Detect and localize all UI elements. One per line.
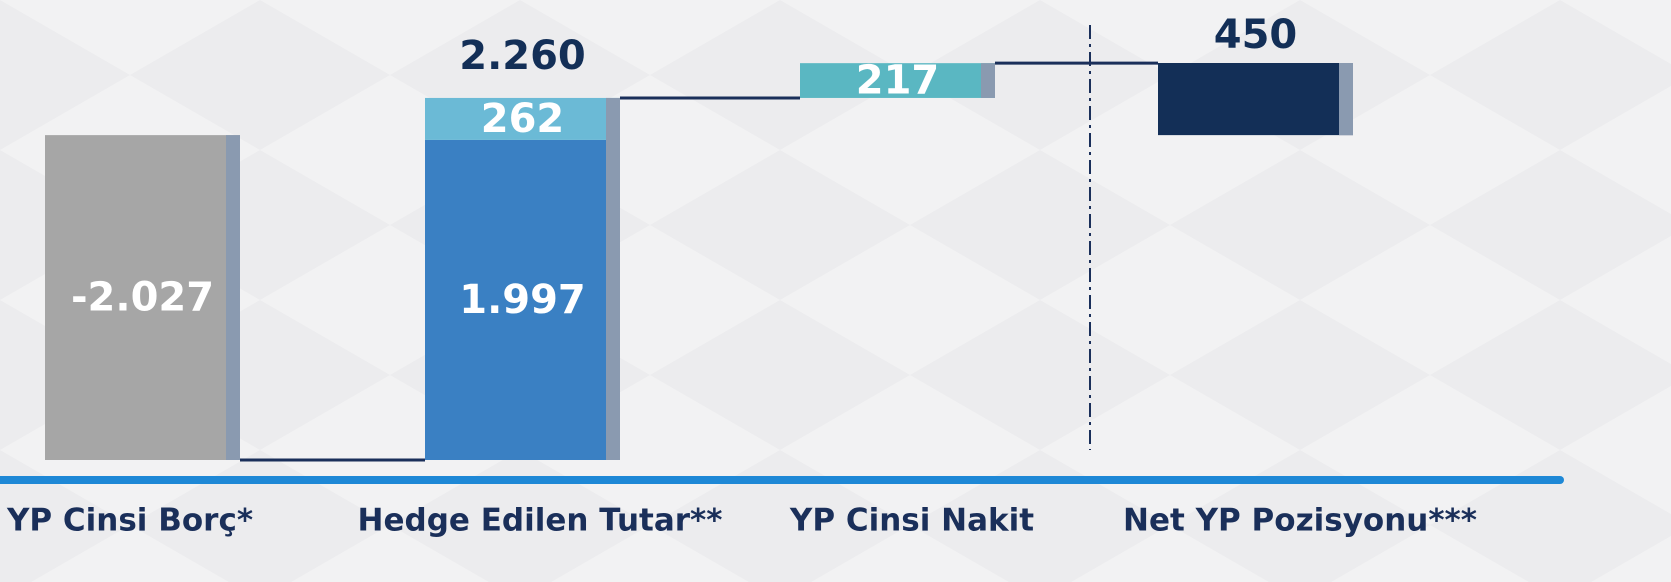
x-tick-label: Net YP Pozisyonu*** (1123, 503, 1477, 539)
value-label: 450 (1214, 12, 1298, 58)
bar-segment (800, 63, 995, 98)
bar-segment (45, 135, 240, 460)
bar-shade (606, 97, 620, 460)
bar-segment (425, 97, 620, 140)
bar-segment (1158, 63, 1353, 136)
x-tick-label: YP Cinsi Borç* (6, 503, 253, 539)
value-label: -2.027 (71, 275, 214, 321)
bar-segment (425, 139, 620, 461)
bar-shade (1339, 63, 1353, 136)
x-tick-label: Hedge Edilen Tutar** (358, 503, 723, 539)
bar-shade (981, 63, 995, 98)
value-label: 217 (856, 58, 940, 104)
value-label: 262 (481, 96, 565, 142)
value-label: 1.997 (459, 277, 586, 323)
total-label: 2.260 (459, 33, 586, 79)
x-tick-label: YP Cinsi Nakit (789, 503, 1034, 539)
bar-shade (226, 135, 240, 460)
